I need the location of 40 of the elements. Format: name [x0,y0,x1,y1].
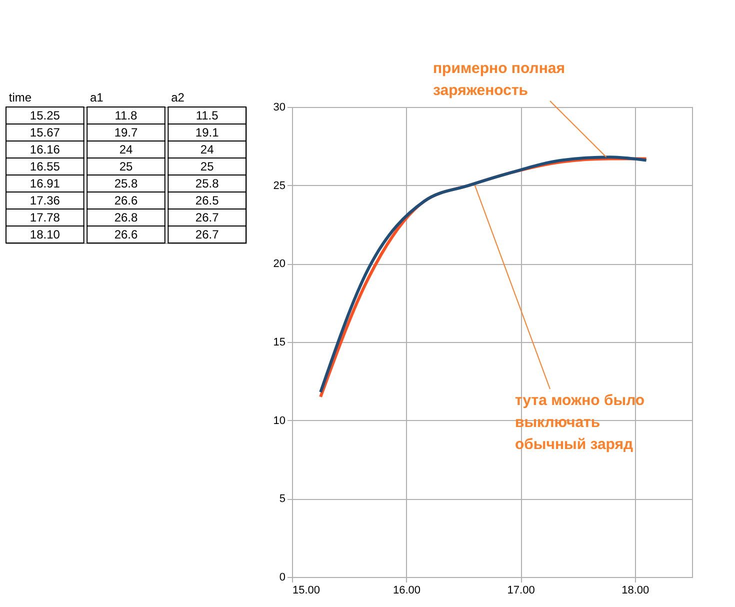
x-tick-label: a2 [171,90,185,104]
y-tick-label: 5 [279,493,286,506]
data-label: 25 [119,160,133,174]
x-tick-label: time [8,90,32,104]
y-tick-label: 30 [273,102,286,114]
x-tick-label: 17.00 [507,584,535,596]
y-tick-label: 0 [279,572,286,584]
data-label: 17.36 [30,194,60,208]
data-label: 25.8 [195,176,220,190]
y-tick-label: 20 [273,258,286,270]
data-label: 25 [200,160,214,174]
annotation: примерно полная заряженость [433,60,565,99]
data-label: 24 [200,142,214,156]
data-label: 19.1 [195,126,220,140]
data-label: 16.16 [30,142,60,156]
x-tick-label: a1 [90,90,104,104]
data-label: 26.7 [195,228,220,242]
data-label: 26.6 [114,194,138,208]
x-tick-label: 16.00 [393,584,421,596]
data-label: 11.8 [114,108,138,122]
x-tick-label: 18.00 [622,584,650,596]
y-tick-label: 15 [273,336,286,348]
data-label: 19.7 [114,126,138,140]
y-tick-label: 25 [273,180,286,192]
data-label: 15.67 [30,126,60,140]
data-label: 26.5 [195,194,220,208]
data-label: 24 [119,142,133,156]
data-label: 15.25 [30,108,60,122]
annotation: тута можно было выключать обычный заряд [515,392,645,453]
data-label: 16.91 [30,176,60,190]
data-label: 16.55 [30,160,60,174]
data-label: 26.7 [195,210,220,224]
data-label: 26.6 [114,228,138,242]
x-tick-label: 15.00 [292,584,320,596]
data-label: 25.8 [114,176,138,190]
data-label: 11.5 [196,108,219,122]
data-label: 17.78 [30,210,60,224]
data-label: 26.8 [114,210,138,224]
data-label: 18.10 [30,228,60,242]
y-tick-label: 10 [273,414,286,427]
